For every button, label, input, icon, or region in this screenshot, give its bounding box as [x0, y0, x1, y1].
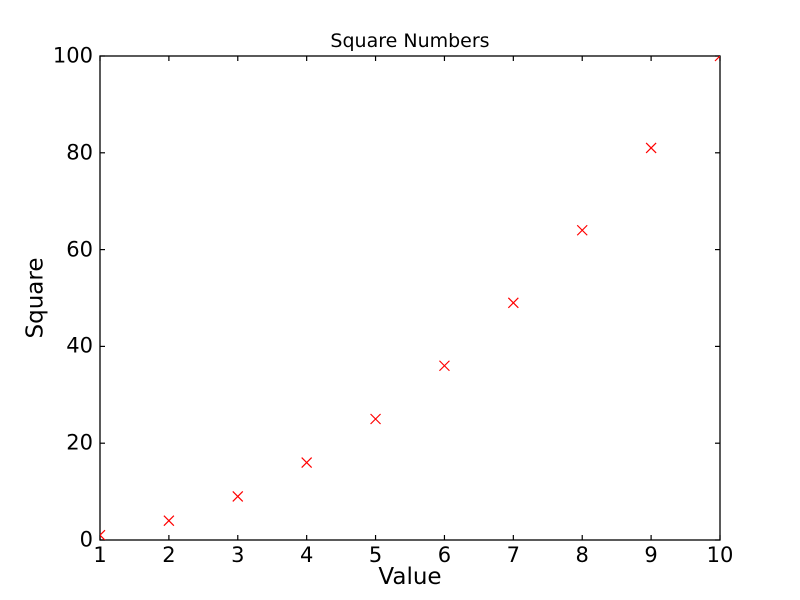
- data-point-marker: [100, 529, 106, 540]
- data-point-marker: [232, 491, 244, 502]
- x-tick-label: 8: [575, 543, 589, 567]
- x-axis-label: Value: [378, 564, 442, 590]
- data-point-marker: [645, 142, 657, 154]
- x-tick-label: 3: [231, 543, 245, 567]
- x-tick-label: 10: [706, 543, 734, 567]
- chart-title: Square Numbers: [330, 30, 490, 52]
- data-point-marker: [301, 457, 313, 468]
- axes-frame: [99, 55, 721, 541]
- x-tick-label: 4: [299, 543, 314, 567]
- data-points: [100, 56, 720, 540]
- y-tick-label: 80: [66, 140, 93, 165]
- x-tick-label: 1: [93, 543, 107, 567]
- data-point-marker: [370, 413, 381, 425]
- data-point-marker: [576, 224, 588, 236]
- data-point-marker: [507, 297, 519, 309]
- data-point-marker: [163, 515, 175, 527]
- x-tick-label: 7: [506, 543, 521, 567]
- y-tick-label: 20: [66, 430, 93, 455]
- x-tick-label: 6: [437, 543, 452, 567]
- y-tick-label: 0: [79, 527, 93, 552]
- x-tick-label: 2: [162, 543, 176, 567]
- y-tick-label: 100: [52, 43, 93, 68]
- x-tick-label: 5: [368, 543, 383, 567]
- y-tick-label: 40: [66, 333, 93, 358]
- data-point-marker: [439, 360, 450, 372]
- data-point-marker: [714, 56, 720, 62]
- x-tick-label: 9: [644, 543, 658, 567]
- y-tick-label: 60: [66, 237, 93, 262]
- axis-ticks: [99, 55, 721, 541]
